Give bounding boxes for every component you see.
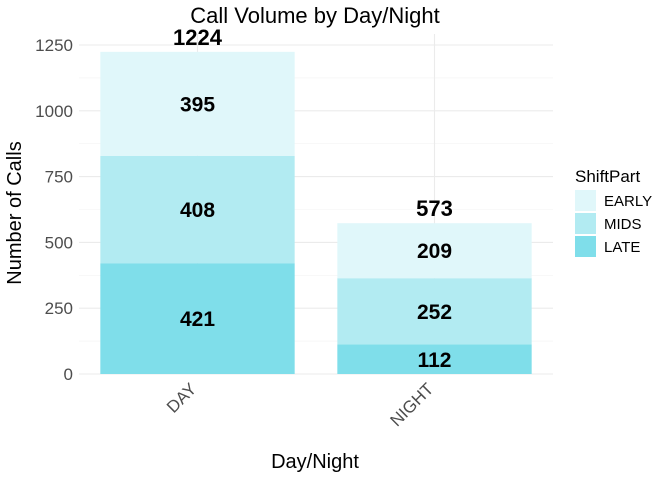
total-value-label: 573 [416,196,453,221]
x-axis-title: Day/Night [271,451,359,473]
bar-labels: 421 408 395 1224 112 252 209 573 [173,25,453,372]
legend-key-early [575,190,596,211]
x-tick-label: DAY [163,379,200,416]
legend-title: ShiftPart [575,167,640,186]
bar-night-late [337,344,532,374]
legend-label-mids: MIDS [604,216,642,233]
y-tick-label: 750 [45,168,73,187]
segment-value-label: 408 [180,199,215,222]
segment-value-label: 252 [417,301,452,324]
y-tick-label: 1000 [35,102,73,121]
bar-day-late [100,263,295,374]
total-value-label: 1224 [173,25,223,50]
chart-title: Call Volume by Day/Night [190,3,439,28]
x-tick-label: NIGHT [386,379,437,430]
y-tick-label: 500 [45,233,73,252]
bar-night-early [337,223,532,279]
legend-key-late [575,236,596,257]
bar-day-mids [100,155,295,264]
segment-value-label: 209 [417,240,452,263]
segment-value-label: 421 [180,308,215,331]
y-tick-label: 1250 [35,36,73,55]
legend-key-mids [575,213,596,234]
bars [100,51,532,374]
segment-value-label: 395 [180,93,215,116]
y-tick-label: 0 [64,365,73,384]
legend-label-late: LATE [604,239,640,256]
y-tick-label: 250 [45,299,73,318]
segment-value-label: 112 [418,349,452,372]
bar-night-mids [337,278,532,345]
legend: ShiftPart EARLY MIDS LATE [575,167,652,257]
bar-day-early [100,51,295,156]
y-axis-title: Number of Calls [4,141,26,284]
legend-label-early: EARLY [604,193,652,210]
